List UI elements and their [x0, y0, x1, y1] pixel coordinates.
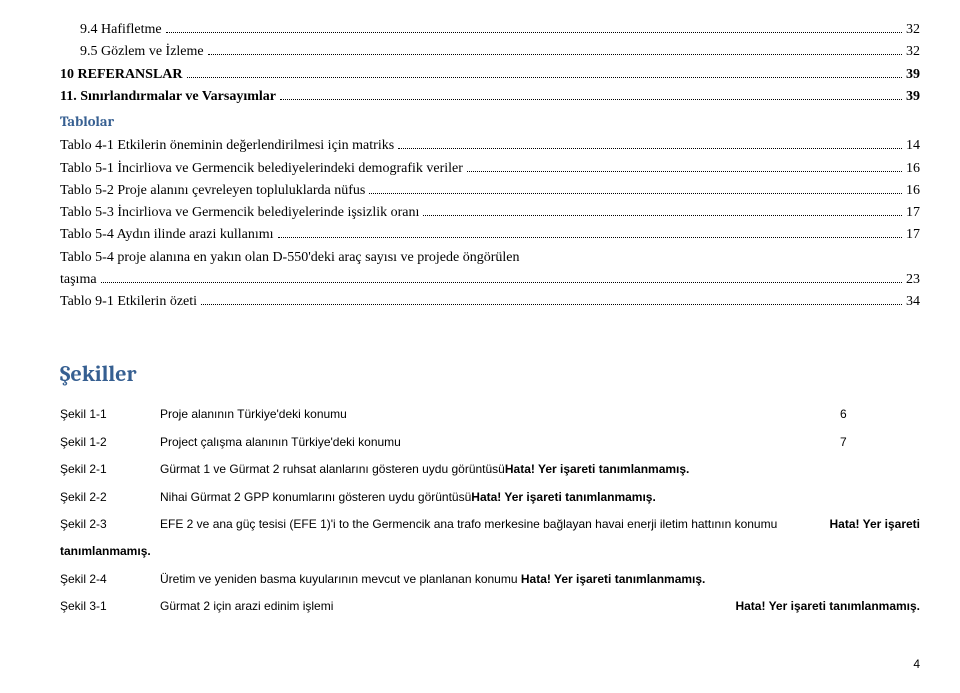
toc-page: 39: [906, 65, 920, 85]
tablo-label: Tablo 5-1 İncirliova ve Germencik beledi…: [60, 159, 463, 179]
tablo-row: Tablo 5-4 Aydın ilinde arazi kullanımı 1…: [60, 225, 920, 245]
figure-text: Gürmat 1 ve Gürmat 2 ruhsat alanlarını g…: [160, 461, 920, 478]
tablo-page: 17: [906, 225, 920, 245]
tablo-label: Tablo 5-3 İncirliova ve Germencik beledi…: [60, 203, 419, 223]
toc-dots: [369, 193, 902, 194]
tablo-page: 16: [906, 181, 920, 201]
figure-row: Şekil 1-2Project çalışma alanının Türkiy…: [60, 434, 920, 451]
figure-label: Şekil 1-1: [60, 406, 160, 423]
figure-label: Şekil 1-2: [60, 434, 160, 451]
tablo-label: Tablo 5-2 Proje alanını çevreleyen toplu…: [60, 181, 365, 201]
tablo-row: Tablo 5-1 İncirliova ve Germencik beledi…: [60, 159, 920, 179]
figure-row: Şekil 3-1Gürmat 2 için arazi edinim işle…: [60, 598, 920, 615]
tablo-row: Tablo 5-2 Proje alanını çevreleyen toplu…: [60, 181, 920, 201]
toc-label: 11. Sınırlandırmalar ve Varsayımlar: [60, 87, 276, 107]
tablo-row: Tablo 4-1 Etkilerin öneminin değerlendir…: [60, 136, 920, 156]
figure-row: Şekil 2-2Nihai Gürmat 2 GPP konumlarını …: [60, 489, 920, 506]
sekiller-heading: Şekiller: [60, 359, 920, 391]
figure-text: Project çalışma alanının Türkiye'deki ko…: [160, 434, 840, 451]
toc-row: 10 REFERANSLAR 39: [60, 65, 920, 85]
toc-dots: [187, 77, 902, 78]
figure-text: EFE 2 ve ana güç tesisi (EFE 1)'i to the…: [160, 516, 810, 533]
toc-row: 9.5 Gözlem ve İzleme 32: [60, 42, 920, 62]
toc-dots: [280, 99, 902, 100]
figure-label: Şekil 2-2: [60, 489, 160, 506]
figure-row: Şekil 1-1Proje alanının Türkiye'deki kon…: [60, 406, 920, 423]
figure-row: Şekil 2-3EFE 2 ve ana güç tesisi (EFE 1)…: [60, 516, 920, 533]
figure-row-wrap: tanımlanmamış.: [60, 543, 920, 560]
figure-label: Şekil 3-1: [60, 598, 160, 615]
tablo-label: Tablo 9-1 Etkilerin özeti: [60, 292, 197, 312]
tablo-page: 14: [906, 136, 920, 156]
figure-row: Şekil 2-1Gürmat 1 ve Gürmat 2 ruhsat ala…: [60, 461, 920, 478]
figure-trail: Hata! Yer işareti: [810, 516, 921, 533]
toc-dots: [201, 304, 902, 305]
tablo-page: 17: [906, 203, 920, 223]
toc-label: 9.4 Hafifletme: [80, 20, 162, 40]
toc-dots: [166, 32, 902, 33]
tablo-page: 23: [906, 270, 920, 290]
toc-dots: [423, 215, 902, 216]
toc-dots: [398, 148, 902, 149]
toc-page: 32: [906, 20, 920, 40]
figure-text: Üretim ve yeniden basma kuyularının mevc…: [160, 571, 920, 588]
figure-page-bold: Hata! Yer işareti tanımlanmamış.: [595, 598, 920, 615]
figure-page: 6: [840, 406, 920, 423]
figure-text: Nihai Gürmat 2 GPP konumlarını gösteren …: [160, 489, 920, 506]
toc-page: 39: [906, 87, 920, 107]
tablo-label: Tablo 5-4 proje alanına en yakın olan D-…: [60, 248, 520, 268]
figure-label: Şekil 2-3: [60, 516, 160, 533]
toc-row: 9.4 Hafifletme 32: [60, 20, 920, 40]
figure-row: Şekil 2-4Üretim ve yeniden basma kuyular…: [60, 571, 920, 588]
figure-label: Şekil 2-1: [60, 461, 160, 478]
figures-container: Şekil 1-1Proje alanının Türkiye'deki kon…: [60, 406, 920, 615]
figure-text: Gürmat 2 için arazi edinim işlemi: [160, 598, 595, 615]
tablo-row: Tablo 9-1 Etkilerin özeti 34: [60, 292, 920, 312]
toc-dots: [101, 282, 902, 283]
toc-row: 11. Sınırlandırmalar ve Varsayımlar 39: [60, 87, 920, 107]
toc-dots: [208, 54, 902, 55]
toc-label: 9.5 Gözlem ve İzleme: [80, 42, 204, 62]
toc-dots: [278, 237, 902, 238]
figure-wrap-label: tanımlanmamış.: [60, 543, 151, 560]
tablo-label: taşıma: [60, 270, 97, 290]
figure-text: Proje alanının Türkiye'deki konumu: [160, 406, 840, 423]
toc-page: 32: [906, 42, 920, 62]
tablo-row: Tablo 5-4 proje alanına en yakın olan D-…: [60, 248, 920, 268]
tablo-row: taşıma 23: [60, 270, 920, 290]
toc-container: 9.4 Hafifletme 329.5 Gözlem ve İzleme 32…: [60, 20, 920, 107]
tablo-page: 16: [906, 159, 920, 179]
tablo-label: Tablo 5-4 Aydın ilinde arazi kullanımı: [60, 225, 274, 245]
figure-label: Şekil 2-4: [60, 571, 160, 588]
tablo-row: Tablo 5-3 İncirliova ve Germencik beledi…: [60, 203, 920, 223]
tablolar-heading: Tablolar: [60, 111, 920, 132]
toc-label: 10 REFERANSLAR: [60, 65, 183, 85]
tablo-label: Tablo 4-1 Etkilerin öneminin değerlendir…: [60, 136, 394, 156]
page-number: 4: [60, 656, 920, 673]
tablo-page: 34: [906, 292, 920, 312]
figure-page: 7: [840, 434, 920, 451]
tablolar-container: Tablo 4-1 Etkilerin öneminin değerlendir…: [60, 136, 920, 312]
toc-dots: [467, 171, 902, 172]
